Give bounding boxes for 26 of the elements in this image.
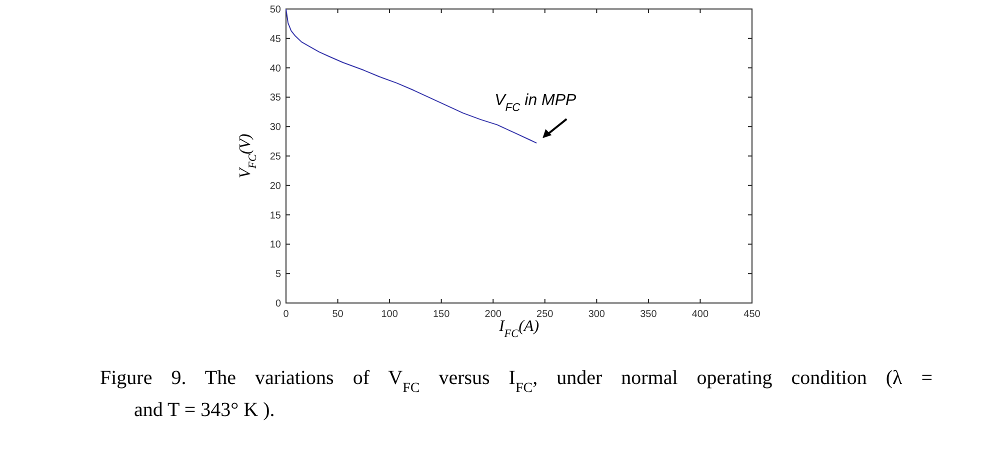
y-tick-label: 25 bbox=[270, 152, 282, 162]
text: and T = 343° K ). bbox=[134, 399, 275, 421]
y-tick-label: 20 bbox=[270, 180, 282, 192]
x-tick-label: 300 bbox=[588, 309, 606, 320]
x-tick-label: 200 bbox=[484, 309, 502, 320]
x-tick-label: 50 bbox=[332, 309, 344, 320]
y-tick-label: 50 bbox=[270, 4, 282, 16]
line-series bbox=[286, 8, 538, 144]
y-tick-label: 30 bbox=[270, 122, 282, 134]
annotation: V$_{FC}$ in MPP bbox=[494, 92, 577, 114]
x-tick-label: 0 bbox=[283, 309, 290, 320]
text: Figure 9. The variations of V$_{FC}$ versus I$_{FC}$, under normal operating condition (λ = bbox=[100, 367, 932, 396]
x-tick-label: 350 bbox=[640, 309, 658, 320]
x-tick-label: 450 bbox=[744, 309, 761, 320]
y-tick-label: 0 bbox=[275, 298, 282, 310]
y-tick-label: 40 bbox=[270, 63, 282, 74]
y-tick-label: 35 bbox=[270, 92, 282, 104]
y-tick-label: 5 bbox=[275, 269, 282, 280]
y-tick-label: 45 bbox=[270, 34, 282, 45]
y-tick-label: 10 bbox=[270, 240, 282, 251]
x-tick-label: 100 bbox=[381, 309, 398, 320]
x-tick-label: 250 bbox=[536, 309, 554, 320]
x-tick-label: 400 bbox=[692, 309, 709, 320]
x-tick-label: 150 bbox=[432, 309, 450, 320]
x-axis-title: I$_{FC}$(A) bbox=[498, 318, 540, 340]
y-tick-label: 15 bbox=[270, 210, 282, 222]
